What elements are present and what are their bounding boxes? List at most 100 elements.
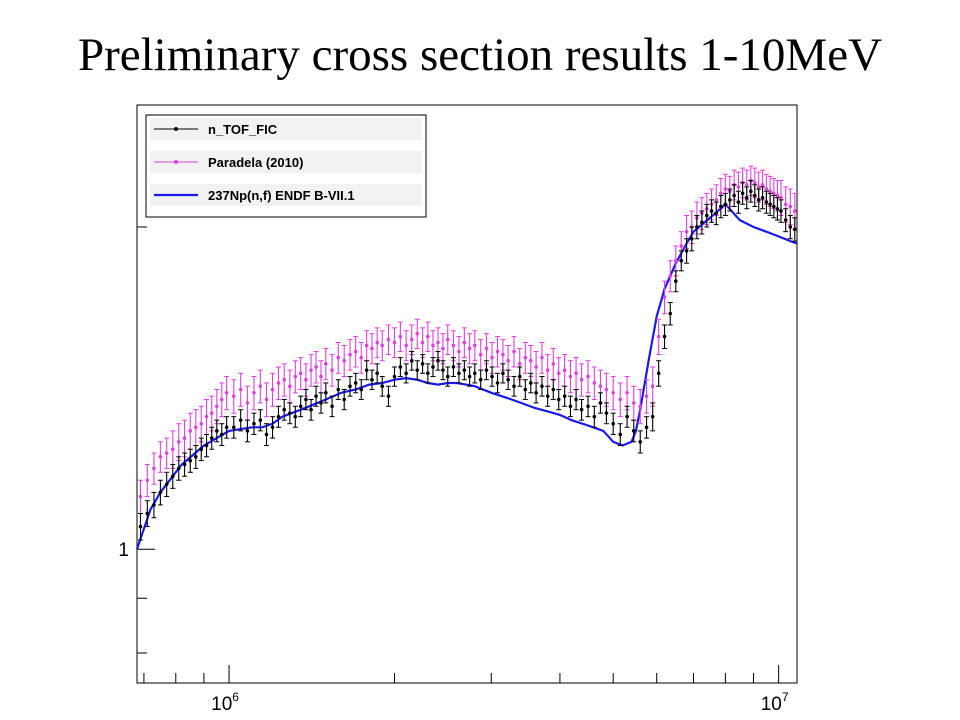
data-point-ntof [137,512,143,541]
data-point-ntof [409,351,415,371]
marker [719,204,723,209]
marker [164,451,169,455]
data-point-ntof [164,471,170,498]
marker [138,524,143,529]
legend-label-0: n_TOF_FIC [208,122,278,137]
marker [431,343,435,348]
data-point-ntof [562,385,568,407]
data-point-ntof [713,201,719,226]
data-point-ntof [528,372,534,394]
data-point-paradela [550,347,556,381]
series-group [135,165,798,550]
data-point-paradela [238,372,244,407]
marker [760,182,765,187]
data-point-ntof [550,379,556,401]
data-point-ntof [420,354,426,374]
marker [451,343,456,348]
data-point-ntof [374,363,380,384]
marker [586,404,590,409]
data-point-ntof [292,405,298,428]
marker [415,368,420,372]
data-point-paradela [204,399,210,435]
data-point-paradela [358,341,364,374]
marker [288,384,292,389]
data-point-paradela [137,479,143,514]
marker [359,387,364,392]
marker [170,474,175,479]
marker [756,185,761,189]
marker [380,343,385,348]
data-point-ntof [275,405,281,428]
data-point-ntof [505,369,511,391]
data-point-ntof [704,203,710,228]
marker [501,352,505,357]
data-point-paradela [430,330,436,362]
data-point-ntof [238,409,244,432]
marker [792,227,797,232]
marker [288,411,292,415]
marker [719,191,723,196]
marker [231,425,236,430]
data-point-paradela [539,341,545,374]
data-point-ntof [483,360,489,381]
data-point-paradela [281,363,287,397]
marker [364,343,369,348]
marker [293,374,298,379]
data-point-ntof [718,195,724,219]
marker [270,387,275,392]
marker [342,397,346,402]
data-point-ntof [767,192,773,217]
data-point-ntof [545,385,551,407]
marker [392,374,397,379]
data-point-paradela [329,354,335,387]
marker [736,185,741,189]
data-point-ntof [157,479,163,506]
marker [199,447,204,452]
marker [330,404,334,409]
data-point-ntof [397,357,403,377]
marker [631,429,636,433]
data-point-paradela [198,405,204,443]
marker [314,365,318,369]
marker [158,490,163,495]
marker [679,244,684,248]
data-point-ntof [522,379,528,401]
data-point-paradela [467,333,473,365]
data-point-paradela [644,379,650,414]
marker [462,368,467,372]
data-point-ntof [748,180,754,203]
marker [264,432,269,437]
data-point-ntof [689,226,695,252]
marker [764,200,769,204]
marker [258,418,263,422]
marker [348,352,352,357]
data-point-ntof [511,375,517,397]
plot-frame-group [136,104,798,684]
data-point-ntof [231,416,237,439]
data-point-paradela [650,366,656,407]
marker [523,387,528,392]
data-point-ntof [735,190,741,214]
marker [336,355,341,360]
data-point-paradela [450,330,456,362]
data-point-paradela [224,375,230,411]
data-point-ntof [461,360,467,381]
data-point-paradela [617,382,623,418]
marker [736,200,741,204]
marker [700,220,704,225]
data-point-paradela [257,369,263,404]
marker [753,180,757,185]
slide-title: Preliminary cross section results 1-10Me… [77,29,883,81]
marker [348,384,352,389]
marker [568,374,573,379]
marker [176,466,181,471]
marker [478,377,483,382]
marker [194,454,198,459]
data-point-ntof [478,369,484,391]
marker [245,429,250,433]
marker [224,391,229,395]
marker [415,331,420,336]
marker [768,202,772,207]
marker [276,414,281,419]
legend-label-2: 237Np(n,f) ENDF B-VII.1 [208,188,355,203]
